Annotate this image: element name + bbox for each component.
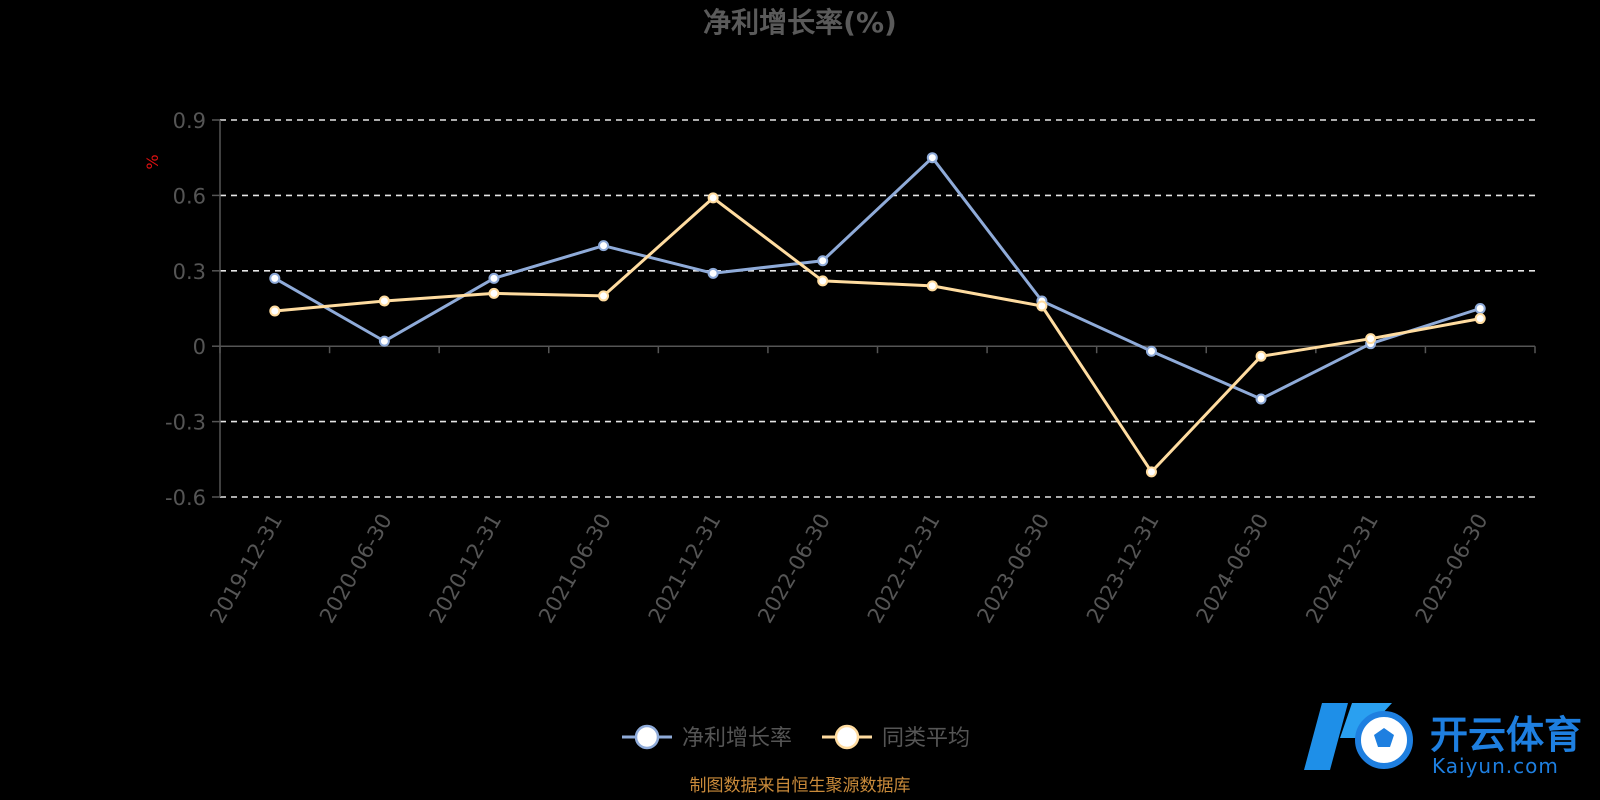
data-point[interactable] [378, 335, 390, 347]
series-lines [269, 152, 1486, 478]
data-point[interactable] [1255, 393, 1267, 405]
series-1 [269, 152, 1486, 405]
legend-label: 净利增长率 [682, 726, 792, 751]
data-point[interactable] [817, 275, 829, 287]
watermark-brand: 开云体育 [1430, 713, 1582, 757]
data-point[interactable] [269, 305, 281, 317]
data-point[interactable] [1145, 466, 1157, 478]
data-point[interactable] [488, 272, 500, 284]
data-point[interactable] [1474, 303, 1486, 314]
axes [219, 120, 1536, 497]
series-2 [269, 192, 1486, 478]
y-tick-label: -0.3 [165, 411, 206, 435]
data-point[interactable] [598, 290, 610, 302]
x-tick-label: 2022-12-31 [863, 510, 945, 628]
y-tick-label: 0.6 [173, 184, 206, 208]
legend-item[interactable]: 同类平均 [822, 724, 970, 751]
data-point[interactable] [707, 267, 719, 279]
data-point[interactable] [817, 255, 829, 267]
data-point[interactable] [1474, 313, 1486, 325]
x-tick-label: 2024-06-30 [1192, 510, 1274, 628]
x-tick-label: 2020-12-31 [424, 510, 506, 628]
legend-swatch-marker [634, 724, 660, 750]
y-tick-label: 0.3 [173, 260, 206, 284]
source-note: 制图数据来自恒生聚源数据库 [690, 776, 911, 796]
y-axis-unit: % [143, 154, 162, 169]
x-tick-label: 2021-06-30 [534, 510, 616, 628]
grid-lines [220, 119, 1535, 498]
data-point[interactable] [1255, 350, 1267, 362]
data-point[interactable] [1145, 345, 1157, 357]
watermark-url: Kaiyun.com [1432, 754, 1559, 778]
data-point[interactable] [269, 272, 281, 284]
x-tick-label: 2020-06-30 [315, 510, 397, 628]
x-tick-label: 2024-12-31 [1301, 510, 1383, 628]
x-tick-label: 2022-06-30 [753, 510, 835, 628]
x-tick-label: 2019-12-31 [205, 510, 287, 628]
series-line [274, 196, 1481, 474]
data-point[interactable] [1036, 300, 1048, 312]
data-point[interactable] [378, 295, 390, 307]
x-tick-label: 2023-12-31 [1082, 510, 1164, 628]
data-point[interactable] [707, 192, 719, 204]
y-tick-label: 0 [193, 335, 206, 359]
series-line [274, 156, 1481, 401]
watermark-logo: 开云体育 Kaiyun.com [1304, 703, 1582, 778]
legend-label: 同类平均 [882, 726, 970, 751]
data-point[interactable] [488, 287, 500, 299]
kaiyun-logo-icon [1304, 703, 1413, 770]
x-tick-label: 2021-12-31 [644, 510, 726, 628]
y-tick-label: 0.9 [173, 109, 206, 133]
data-point[interactable] [598, 240, 610, 252]
y-axis-ticks: -0.6 -0.3 0 0.3 0.6 0.9 [165, 109, 220, 510]
y-tick-label: -0.6 [165, 486, 206, 510]
x-axis-ticks: 2019-12-31 2020-06-30 2020-12-31 2021-06-30… [205, 510, 1492, 628]
legend-item[interactable]: 净利增长率 [622, 724, 792, 751]
data-point[interactable] [926, 280, 938, 292]
data-point[interactable] [1365, 333, 1377, 345]
data-point[interactable] [926, 152, 938, 164]
x-tick-label: 2025-06-30 [1411, 510, 1493, 628]
legend[interactable]: 净利增长率 同类平均 [622, 724, 970, 751]
x-tick-label: 2023-06-30 [972, 510, 1054, 628]
chart-title: 净利增长率(%) [703, 6, 897, 39]
legend-swatch-marker [834, 724, 860, 750]
